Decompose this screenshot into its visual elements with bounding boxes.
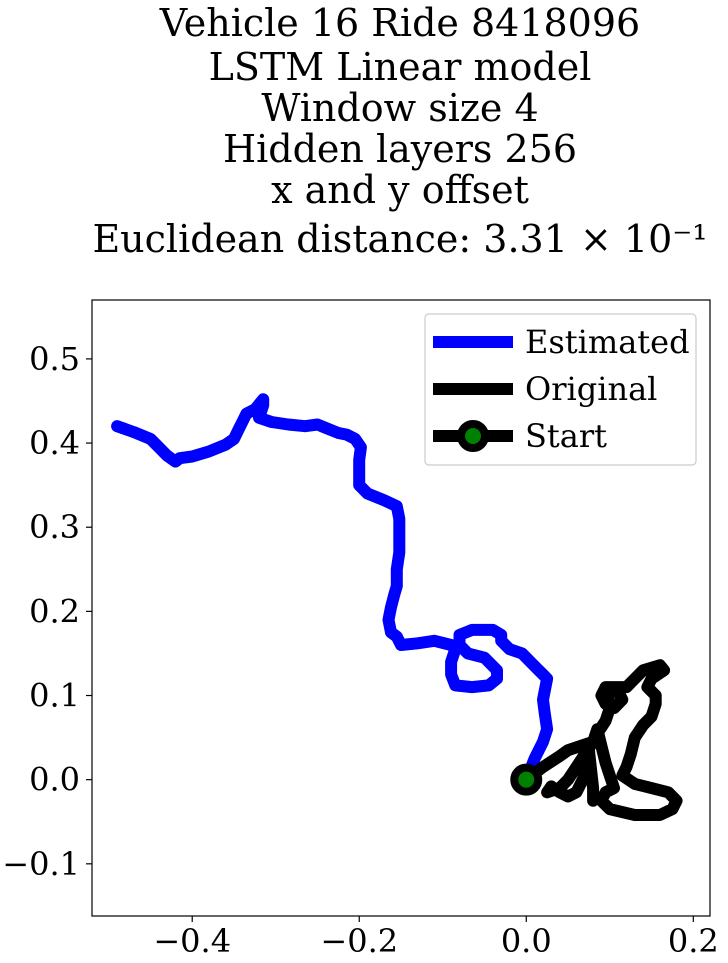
- x-tick-label: −0.2: [320, 922, 398, 960]
- title-line: Vehicle 16 Ride 8418096: [159, 1, 640, 45]
- series-line-estimated: [111, 393, 554, 786]
- title-line: LSTM Linear model: [209, 45, 592, 89]
- x-tick-label: 0.0: [501, 922, 552, 960]
- series-line-original: [520, 659, 683, 821]
- legend-label-original: Original: [525, 370, 657, 408]
- start-marker-layer: [510, 763, 543, 796]
- x-axis: −0.4 −0.2 0.0 0.2: [153, 916, 719, 960]
- y-axis: −0.1 0.0 0.1 0.2 0.3 0.4 0.5: [2, 340, 92, 883]
- y-tick-label: −0.1: [2, 845, 80, 883]
- x-tick-label: 0.2: [668, 922, 719, 960]
- legend: Estimated Original Start: [424, 313, 697, 466]
- title-line: x and y offset: [271, 168, 529, 212]
- title-line: Hidden layers 256: [223, 127, 577, 171]
- legend-label-start: Start: [525, 417, 607, 455]
- legend-start-marker: [457, 420, 489, 452]
- title-line: Window size 4: [261, 86, 538, 130]
- legend-box: [424, 313, 697, 466]
- start-marker: [510, 763, 543, 796]
- x-tick-label: −0.4: [153, 922, 231, 960]
- y-tick-label: 0.4: [29, 424, 80, 462]
- y-tick-label: 0.2: [29, 592, 80, 630]
- legend-label-estimated: Estimated: [525, 323, 690, 361]
- y-tick-label: 0.0: [29, 761, 80, 799]
- y-tick-label: 0.5: [29, 340, 80, 378]
- title-line: Euclidean distance: 3.31 × 10⁻¹: [92, 217, 707, 261]
- y-tick-label: 0.3: [29, 508, 80, 546]
- series-layer: [111, 393, 683, 821]
- y-tick-label: 0.1: [29, 677, 80, 715]
